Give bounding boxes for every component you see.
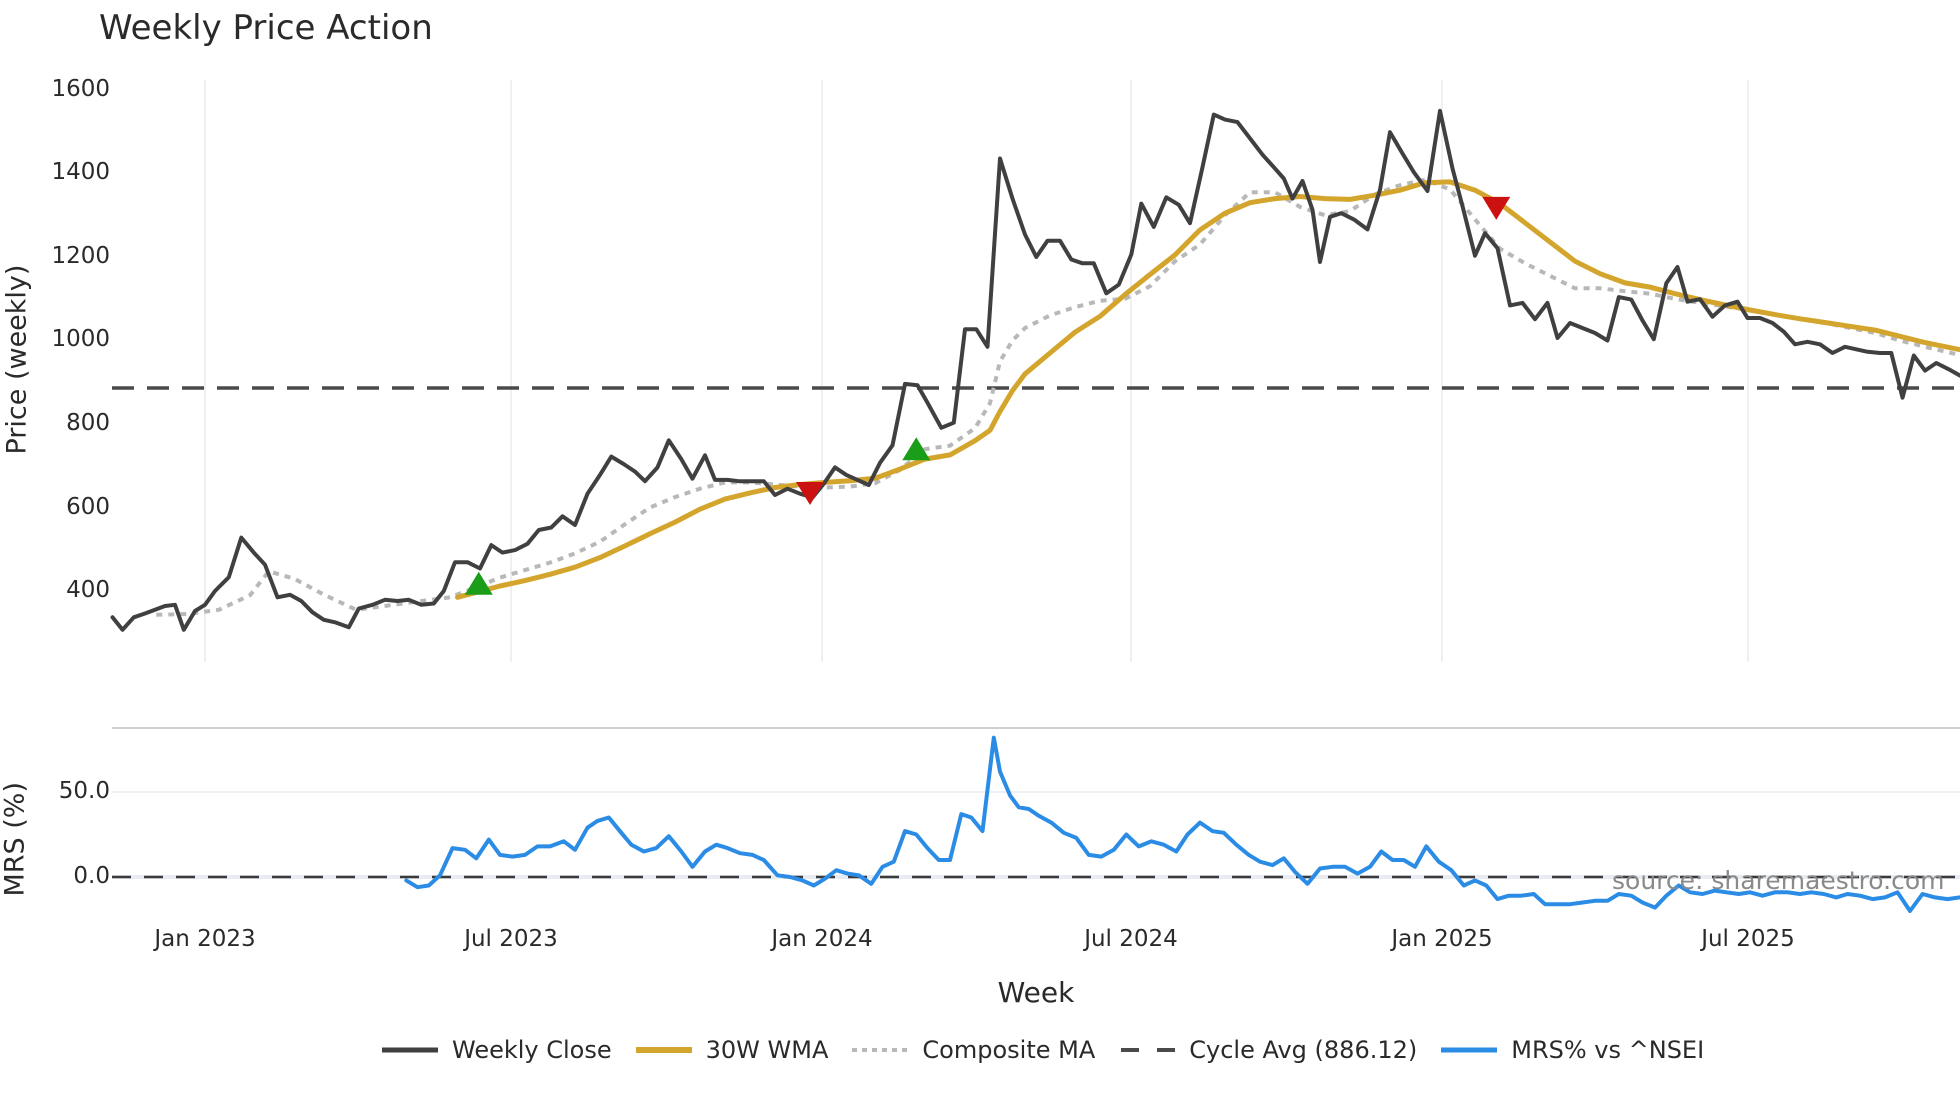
x-axis-label: Week bbox=[997, 976, 1075, 1009]
legend-item-mrs: MRS% vs ^NSEI bbox=[1439, 1036, 1704, 1064]
xtick-jan-2025: Jan 2025 bbox=[1391, 926, 1493, 952]
cycle-avg-swatch-icon bbox=[1121, 1048, 1176, 1052]
price-ytick-1000: 1000 bbox=[51, 326, 110, 352]
weekly-close-swatch-icon bbox=[382, 1047, 438, 1053]
legend-label: 30W WMA bbox=[705, 1036, 829, 1064]
legend-label: Weekly Close bbox=[452, 1036, 612, 1064]
legend-item-composite-ma: Composite MA bbox=[850, 1036, 1095, 1064]
xtick-jul-2025: Jul 2025 bbox=[1701, 926, 1795, 952]
buy-signal-triangle-up-icon bbox=[902, 437, 931, 461]
price-ytick-1600: 1600 bbox=[51, 76, 110, 102]
xtick-jul-2023: Jul 2023 bbox=[464, 926, 558, 952]
price-ytick-800: 800 bbox=[66, 410, 110, 436]
chart-title: Weekly Price Action bbox=[99, 8, 433, 48]
xtick-jul-2024: Jul 2024 bbox=[1084, 926, 1178, 952]
legend-item-30w-wma: 30W WMA bbox=[634, 1036, 829, 1064]
legend-label: Composite MA bbox=[922, 1036, 1096, 1064]
legend-label: MRS% vs ^NSEI bbox=[1511, 1036, 1705, 1064]
weekly-close-line bbox=[110, 108, 1960, 632]
legend: Weekly Close 30W WMA Composite MA Cycle … bbox=[380, 1036, 1726, 1064]
mrs-line bbox=[404, 735, 1960, 913]
xtick-jan-2023: Jan 2023 bbox=[154, 926, 256, 952]
mrs-swatch-icon bbox=[1441, 1047, 1498, 1053]
composite-ma-line bbox=[156, 177, 1960, 617]
price-ytick-600: 600 bbox=[66, 494, 110, 520]
legend-item-weekly-close: Weekly Close bbox=[380, 1036, 612, 1064]
buy-signal-triangle-up-icon bbox=[464, 571, 493, 595]
wma-swatch-icon bbox=[635, 1047, 692, 1053]
price-ytick-1200: 1200 bbox=[51, 243, 110, 269]
price-ytick-400: 400 bbox=[66, 577, 110, 603]
source-watermark: source: sharemaestro.com bbox=[1612, 866, 1945, 895]
legend-item-cycle-avg: Cycle Avg (886.12) bbox=[1117, 1036, 1417, 1064]
sell-signal-triangle-down-icon bbox=[796, 482, 824, 506]
composite-ma-swatch-icon bbox=[852, 1048, 909, 1052]
wma-line bbox=[455, 179, 1960, 600]
xtick-jan-2024: Jan 2024 bbox=[771, 926, 873, 952]
mrs-ytick-0: 0.0 bbox=[73, 863, 110, 889]
mrs-ytick-50: 50.0 bbox=[58, 778, 110, 804]
legend-label: Cycle Avg (886.12) bbox=[1189, 1036, 1418, 1064]
sell-signal-triangle-down-icon bbox=[1482, 196, 1511, 220]
price-ytick-1400: 1400 bbox=[51, 159, 110, 185]
